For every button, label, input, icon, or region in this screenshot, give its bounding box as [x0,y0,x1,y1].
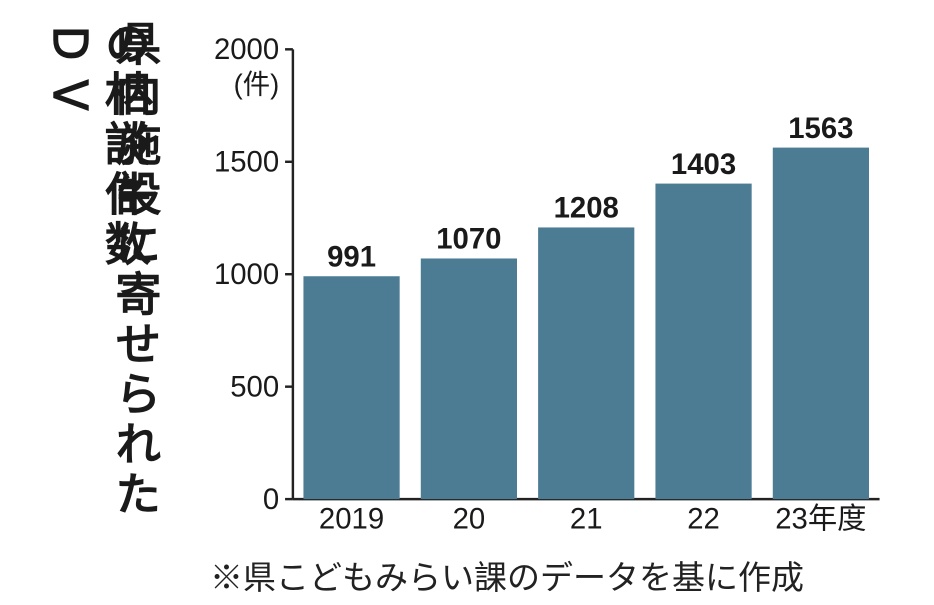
bar-category-label: 23年度 [775,502,866,535]
svg-text:1000: 1000 [214,258,279,291]
svg-text:1500: 1500 [214,146,279,179]
svg-text:2000: 2000 [214,33,279,66]
bar-value-label: 1208 [554,192,619,225]
chart-region: 0 500 1000 1500 2000(件) 991 2019 1070 20 1208 21 14… [190,0,934,605]
bar-value-label: 1403 [671,148,736,181]
bar-chart: 0 500 1000 1500 2000(件) 991 2019 1070 20 1208 21 14… [200,20,904,543]
svg-text:0: 0 [263,483,279,516]
bar [421,258,517,499]
bar [773,148,869,500]
bar [538,227,634,499]
bar [303,276,399,499]
svg-text:(件): (件) [234,68,280,99]
bar-value-label: 1563 [788,112,853,145]
chart-title-vertical: ＤＶ の相談件数 県内施設に寄せられた [0,0,190,605]
footnote: ※県こどもみらい課のデータを基に作成 [200,543,904,599]
bar-category-label: 22 [687,502,720,535]
bar-chart-svg: 0 500 1000 1500 2000(件) 991 2019 1070 20 1208 21 14… [200,20,904,543]
svg-text:500: 500 [230,370,279,403]
title-line2-acronym: ＤＶ [45,20,96,124]
bar-category-label: 2019 [319,502,384,535]
title-line1: 県内施設に寄せられた [110,20,161,520]
bar-category-label: 21 [570,502,603,535]
bar [655,184,751,500]
bar-value-label: 1070 [436,223,501,256]
bar-value-label: 991 [327,240,376,273]
bar-category-label: 20 [453,502,486,535]
